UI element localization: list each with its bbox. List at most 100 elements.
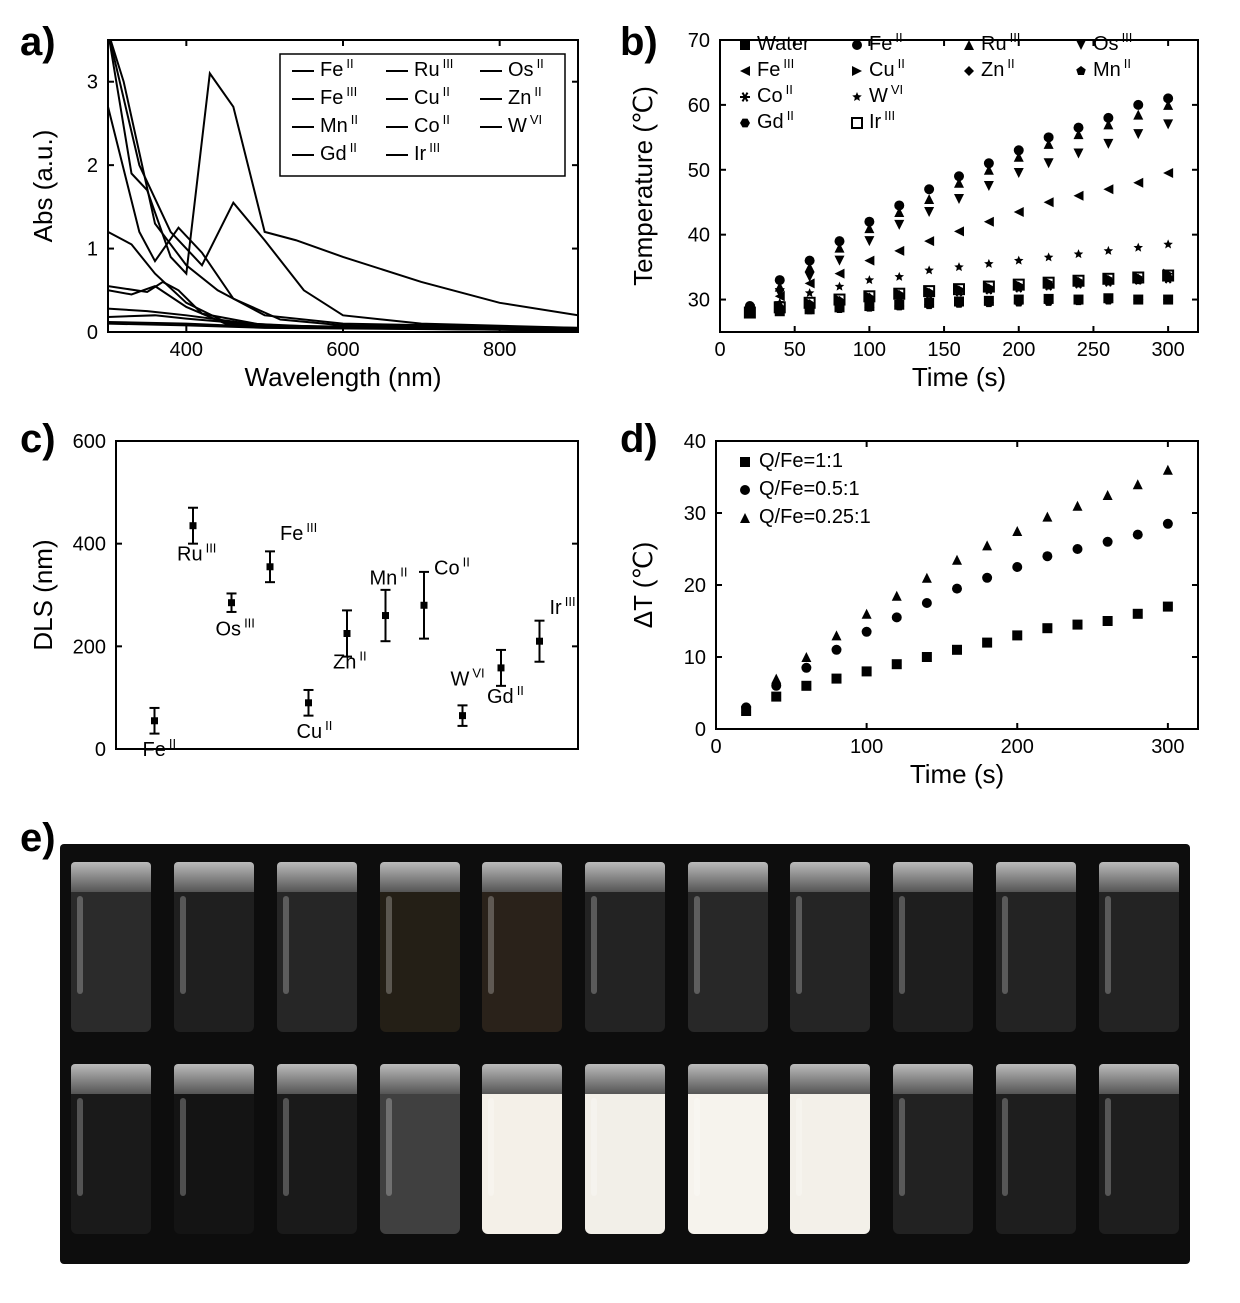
- vial: [996, 1064, 1076, 1234]
- svg-text:RuIII: RuIII: [981, 32, 1020, 55]
- vial: [482, 1064, 562, 1234]
- chart-a: 4006008000123Wavelength (nm)Abs (a.u.)Fe…: [30, 32, 590, 392]
- svg-text:FeII: FeII: [320, 56, 354, 81]
- chart-c: 0200400600DLS (nm)FeIIRuIIIOsIIIFeIIICuI…: [30, 429, 590, 789]
- svg-text:3: 3: [87, 72, 98, 94]
- vial: [71, 1064, 151, 1234]
- chart-b: 0501001502002503003040506070Time (s)Temp…: [630, 32, 1210, 392]
- vial: [71, 862, 151, 1032]
- panel-label-b: b): [620, 20, 658, 65]
- svg-text:400: 400: [170, 339, 203, 361]
- svg-text:CuII: CuII: [414, 84, 450, 109]
- plot-b: 0501001502002503003040506070Time (s)Temp…: [630, 20, 1210, 397]
- row-1: a) 4006008000123Wavelength (nm)Abs (a.u.…: [30, 20, 1210, 397]
- svg-text:50: 50: [688, 160, 710, 182]
- svg-text:400: 400: [73, 534, 106, 556]
- vial: [996, 862, 1076, 1032]
- plot-d: 0100200300010203040Time (s)ΔT (℃)Q/Fe=1:…: [630, 417, 1210, 794]
- svg-text:200: 200: [1002, 339, 1035, 361]
- svg-text:100: 100: [850, 736, 883, 758]
- svg-text:Temperature (℃): Temperature (℃): [630, 86, 658, 286]
- panel-d: d) 0100200300010203040Time (s)ΔT (℃)Q/Fe…: [630, 417, 1210, 794]
- svg-text:Wavelength (nm): Wavelength (nm): [245, 362, 442, 392]
- panel-a: a) 4006008000123Wavelength (nm)Abs (a.u.…: [30, 20, 590, 397]
- svg-text:DLS (nm): DLS (nm): [30, 539, 58, 650]
- svg-text:Time (s): Time (s): [912, 362, 1006, 392]
- svg-text:FeIII: FeIII: [320, 84, 357, 109]
- svg-text:0: 0: [695, 719, 706, 741]
- vial: [688, 1064, 768, 1234]
- svg-text:600: 600: [73, 431, 106, 453]
- svg-text:250: 250: [1077, 339, 1110, 361]
- svg-text:CoII: CoII: [434, 554, 470, 579]
- svg-text:WVI: WVI: [869, 82, 903, 107]
- svg-text:ΔT (℃): ΔT (℃): [630, 542, 658, 629]
- svg-text:50: 50: [784, 339, 806, 361]
- vial: [174, 862, 254, 1032]
- panel-b: b) 0501001502002503003040506070Time (s)T…: [630, 20, 1210, 397]
- svg-text:70: 70: [688, 32, 710, 52]
- svg-text:2: 2: [87, 155, 98, 177]
- svg-text:GdII: GdII: [487, 683, 524, 708]
- svg-text:Time (s): Time (s): [910, 759, 1004, 789]
- panel-label-e: e): [20, 816, 56, 861]
- vial: [688, 862, 768, 1032]
- svg-text:Abs (a.u.): Abs (a.u.): [30, 130, 58, 243]
- svg-text:CoII: CoII: [414, 112, 450, 137]
- vial: [277, 1064, 357, 1234]
- chart-d: 0100200300010203040Time (s)ΔT (℃)Q/Fe=1:…: [630, 429, 1210, 789]
- figure-root: a) 4006008000123Wavelength (nm)Abs (a.u.…: [0, 0, 1240, 1303]
- svg-text:MnII: MnII: [1093, 56, 1131, 81]
- svg-text:FeIII: FeIII: [280, 520, 317, 545]
- svg-text:CuII: CuII: [869, 56, 905, 81]
- vial: [380, 1064, 460, 1234]
- svg-text:Q/Fe=1:1: Q/Fe=1:1: [759, 450, 843, 472]
- svg-text:IrIII: IrIII: [414, 140, 440, 165]
- svg-text:60: 60: [688, 95, 710, 117]
- panel-c: c) 0200400600DLS (nm)FeIIRuIIIOsIIIFeIII…: [30, 417, 590, 794]
- svg-text:RuIII: RuIII: [177, 541, 216, 566]
- svg-text:20: 20: [684, 575, 706, 597]
- vial: [277, 862, 357, 1032]
- svg-text:200: 200: [1001, 736, 1034, 758]
- svg-text:0: 0: [714, 339, 725, 361]
- panel-label-d: d): [620, 417, 658, 462]
- vial: [482, 862, 562, 1032]
- svg-text:40: 40: [688, 225, 710, 247]
- svg-text:FeII: FeII: [869, 32, 903, 55]
- vial: [585, 1064, 665, 1234]
- svg-text:0: 0: [87, 322, 98, 344]
- svg-text:300: 300: [1151, 339, 1184, 361]
- vial-photo: [60, 844, 1190, 1264]
- plot-a: 4006008000123Wavelength (nm)Abs (a.u.)Fe…: [30, 20, 590, 397]
- photo-wrap: [30, 824, 1210, 1264]
- svg-text:OsIII: OsIII: [216, 616, 255, 641]
- panel-label-c: c): [20, 417, 56, 462]
- vial: [1099, 862, 1179, 1032]
- svg-text:GdII: GdII: [320, 140, 357, 165]
- vial: [585, 862, 665, 1032]
- svg-text:ZnII: ZnII: [981, 56, 1015, 81]
- svg-text:Q/Fe=0.5:1: Q/Fe=0.5:1: [759, 478, 860, 500]
- svg-text:10: 10: [684, 647, 706, 669]
- svg-text:GdII: GdII: [757, 108, 794, 133]
- svg-text:800: 800: [483, 339, 516, 361]
- plot-c: 0200400600DLS (nm)FeIIRuIIIOsIIIFeIIICuI…: [30, 417, 590, 794]
- svg-text:ZnII: ZnII: [333, 649, 367, 674]
- svg-text:40: 40: [684, 431, 706, 453]
- svg-text:0: 0: [95, 739, 106, 761]
- svg-text:150: 150: [927, 339, 960, 361]
- svg-text:FeII: FeII: [143, 736, 177, 761]
- svg-text:ZnII: ZnII: [508, 84, 542, 109]
- svg-text:MnII: MnII: [320, 112, 358, 137]
- svg-text:OsII: OsII: [508, 56, 544, 81]
- svg-text:IrIII: IrIII: [869, 108, 895, 133]
- vial: [790, 862, 870, 1032]
- svg-text:RuIII: RuIII: [414, 56, 453, 81]
- row-2: c) 0200400600DLS (nm)FeIIRuIIIOsIIIFeIII…: [30, 417, 1210, 794]
- svg-text:CoII: CoII: [757, 82, 793, 107]
- panel-label-a: a): [20, 20, 56, 65]
- svg-text:WVI: WVI: [508, 112, 542, 137]
- svg-text:600: 600: [326, 339, 359, 361]
- svg-text:30: 30: [684, 503, 706, 525]
